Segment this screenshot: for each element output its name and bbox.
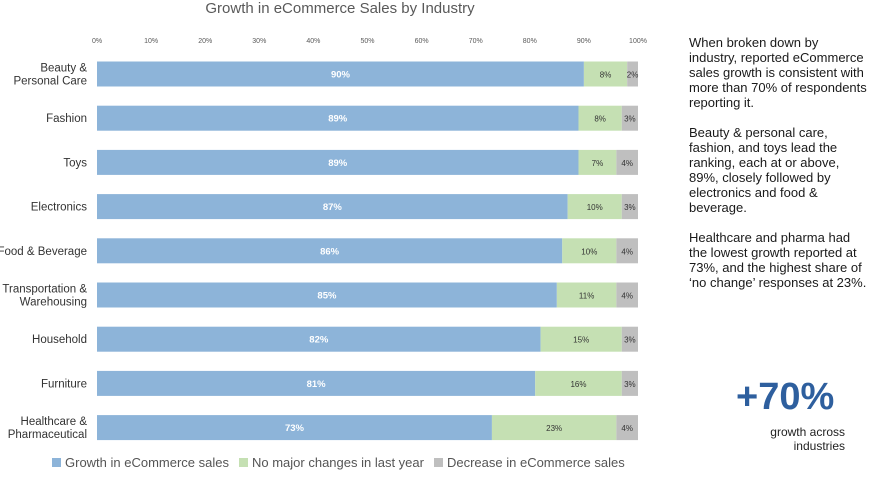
- bar-segment: [621, 326, 638, 352]
- bar-segment: [556, 282, 617, 308]
- data-label: 4%: [621, 292, 633, 301]
- side-paragraph-3: Healthcare and pharma had the lowest gro…: [689, 230, 867, 290]
- legend-swatch: [52, 458, 61, 467]
- data-label: 3%: [624, 336, 636, 345]
- category-label: Fashion: [46, 113, 87, 125]
- bar-segment: [491, 415, 617, 441]
- bar-segment: [578, 105, 622, 131]
- category-label: Pharmaceutical: [8, 429, 87, 441]
- bar-segment: [567, 194, 622, 220]
- category-label: Beauty &: [40, 63, 87, 75]
- bar-segment: [616, 282, 638, 308]
- bar-segment: [621, 105, 638, 131]
- chart-legend: Growth in eCommerce sales No major change…: [52, 455, 635, 470]
- bar-segment: [97, 238, 563, 264]
- bar-segment: [562, 238, 617, 264]
- stat-caption: growth across industries: [770, 425, 845, 453]
- legend-swatch: [433, 458, 443, 467]
- bar-segment: [621, 194, 638, 220]
- data-label: 8%: [600, 71, 612, 80]
- x-tick-label: 60%: [415, 38, 429, 45]
- data-label: 89%: [328, 158, 348, 169]
- legend-label: No major changes in last year: [252, 455, 424, 470]
- bar-segment: [627, 61, 638, 87]
- bar-segment: [540, 326, 622, 352]
- data-label: 15%: [573, 336, 589, 345]
- category-label: Healthcare &: [21, 416, 88, 428]
- data-label: 73%: [285, 423, 305, 434]
- x-tick-label: 90%: [577, 38, 591, 45]
- bar-segment: [97, 415, 492, 441]
- data-label: 82%: [309, 335, 329, 346]
- bar-segment: [97, 149, 579, 175]
- side-panel: When broken down by industry, reported e…: [689, 35, 869, 305]
- data-label: 89%: [328, 114, 348, 125]
- data-label: 16%: [570, 380, 586, 389]
- x-tick-label: 10%: [144, 38, 158, 45]
- data-label: 81%: [307, 379, 327, 390]
- legend-item: Growth in eCommerce sales: [52, 455, 229, 470]
- category-label: Electronics: [31, 202, 87, 214]
- category-label: Food & Beverage: [0, 246, 87, 258]
- stacked-bar-chart: 0% 10% 20% 30% 40% 50% 60% 70% 80% 90% 100% Beauty …: [0, 38, 647, 441]
- bar-segment: [97, 282, 557, 308]
- x-tick-label: 80%: [523, 38, 537, 45]
- category-label: Personal Care: [13, 76, 87, 88]
- x-tick-label: 0%: [92, 38, 102, 45]
- category-label: Toys: [63, 157, 87, 169]
- data-label: 4%: [621, 424, 633, 433]
- bar-segment: [616, 149, 638, 175]
- bar-segment: [97, 326, 541, 352]
- chart-title: Growth in eCommerce Sales by Industry: [205, 0, 475, 17]
- legend-swatch: [239, 458, 248, 467]
- bar-segment: [583, 61, 628, 87]
- category-label: Transportation &: [2, 284, 87, 296]
- data-label: 4%: [621, 159, 633, 168]
- data-label: 23%: [546, 424, 562, 433]
- bar-segment: [97, 370, 536, 396]
- stat-value: +70%: [736, 376, 835, 418]
- category-label: Warehousing: [20, 297, 87, 309]
- side-paragraph-2: Beauty & personal care, fashion, and toy…: [689, 125, 840, 215]
- bar-segment: [621, 370, 638, 396]
- legend-item: No major changes in last year: [239, 455, 424, 470]
- data-label: 2%: [627, 71, 639, 80]
- data-label: 85%: [317, 291, 337, 302]
- data-label: 10%: [587, 203, 603, 212]
- data-label: 4%: [621, 247, 633, 256]
- data-label: 3%: [624, 115, 636, 124]
- x-tick-label: 100%: [629, 38, 647, 45]
- legend-label: Decrease in eCommerce sales: [446, 455, 625, 470]
- data-label: 10%: [581, 247, 597, 256]
- x-tick-label: 20%: [198, 38, 212, 45]
- x-tick-label: 70%: [469, 38, 483, 45]
- bar-segment: [578, 149, 617, 175]
- data-label: 7%: [592, 159, 604, 168]
- x-tick-label: 50%: [360, 38, 374, 45]
- category-label: Household: [32, 334, 87, 346]
- data-label: 86%: [320, 246, 340, 257]
- x-tick-label: 30%: [252, 38, 266, 45]
- bar-segment: [535, 370, 622, 396]
- side-paragraph-1: When broken down by industry, reported e…: [689, 35, 867, 110]
- bar-segment: [97, 194, 568, 220]
- data-label: 87%: [323, 202, 343, 213]
- bar-segment: [616, 415, 638, 441]
- legend-item: Decrease in eCommerce sales: [433, 455, 625, 470]
- bar-segment: [97, 105, 579, 131]
- data-label: 3%: [624, 380, 636, 389]
- data-label: 11%: [579, 292, 594, 301]
- legend-label: Growth in eCommerce sales: [65, 455, 229, 470]
- data-label: 8%: [594, 115, 606, 124]
- x-tick-label: 40%: [306, 38, 320, 45]
- data-label: 3%: [624, 203, 636, 212]
- data-label: 90%: [331, 70, 351, 81]
- bar-segment: [616, 238, 638, 264]
- category-label: Furniture: [41, 378, 87, 390]
- bar-segment: [97, 61, 584, 87]
